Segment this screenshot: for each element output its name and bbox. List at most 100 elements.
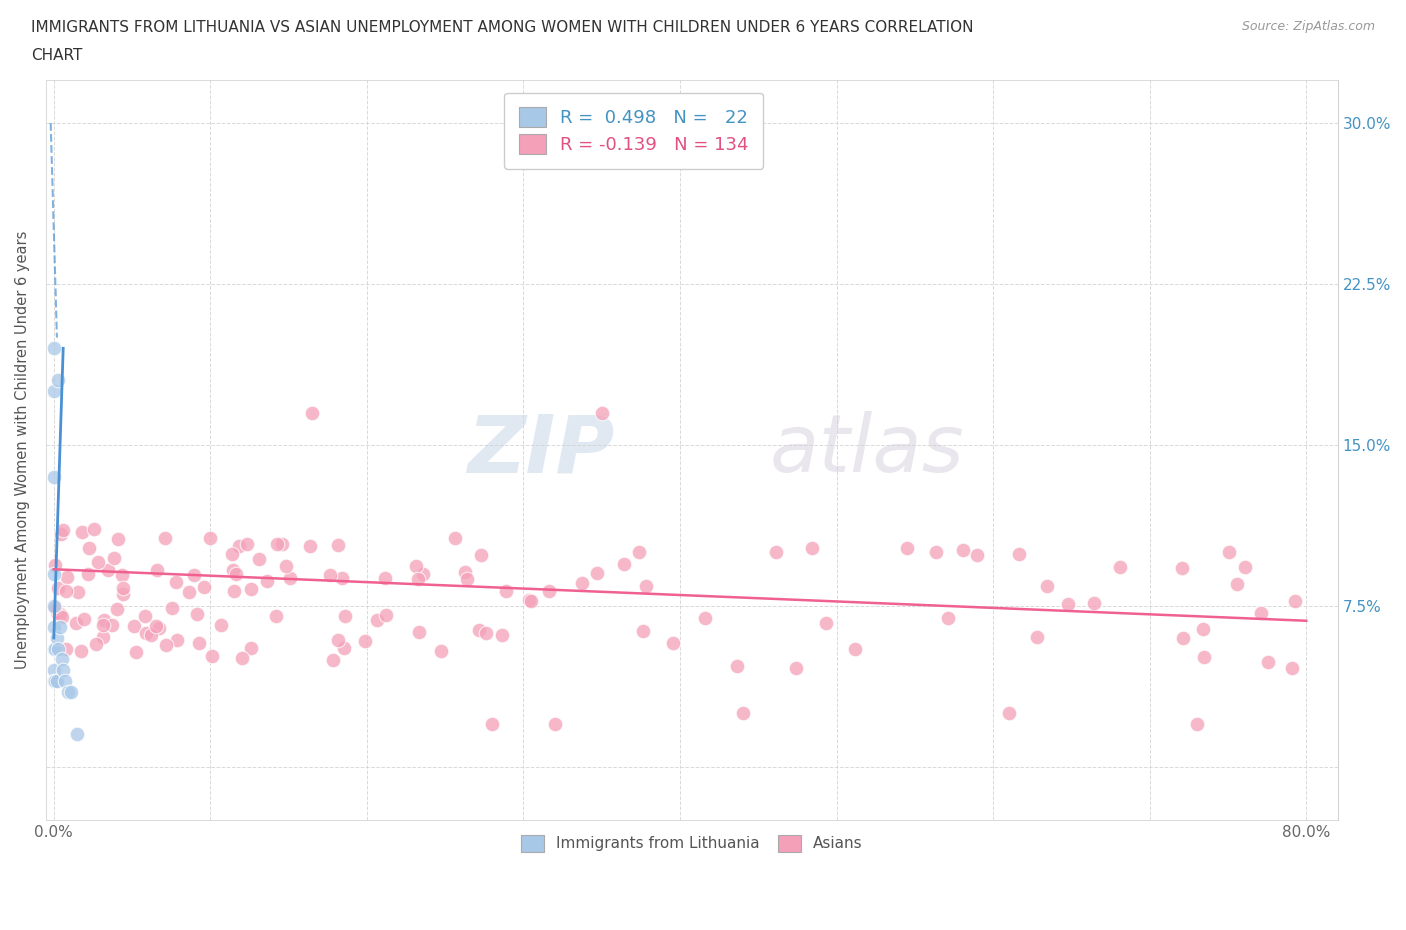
- Point: [1257, 655, 1279, 670]
- Point: [139, 627, 162, 642]
- Point: [48, 581, 70, 596]
- Point: [1191, 621, 1213, 636]
- Point: [239, 581, 262, 596]
- Point: [42, 341, 65, 356]
- Point: [70, 644, 93, 658]
- Point: [925, 545, 948, 560]
- Point: [537, 583, 560, 598]
- Point: [467, 622, 489, 637]
- Point: [65, 616, 87, 631]
- Point: [247, 551, 270, 566]
- Point: [256, 574, 278, 589]
- Point: [48, 373, 70, 388]
- Point: [66, 727, 89, 742]
- Point: [408, 625, 430, 640]
- Point: [160, 600, 183, 615]
- Point: [571, 576, 593, 591]
- Legend: Immigrants from Lithuania, Asians: Immigrants from Lithuania, Asians: [512, 826, 872, 861]
- Point: [475, 625, 498, 640]
- Point: [1234, 559, 1257, 574]
- Point: [354, 633, 377, 648]
- Point: [93, 630, 115, 644]
- Point: [201, 649, 224, 664]
- Text: ZIP: ZIP: [467, 411, 614, 489]
- Point: [93, 618, 115, 632]
- Point: [519, 592, 541, 607]
- Point: [1185, 716, 1208, 731]
- Point: [48, 641, 70, 656]
- Point: [52, 663, 75, 678]
- Point: [86, 555, 108, 570]
- Point: [55, 583, 77, 598]
- Point: [844, 642, 866, 657]
- Point: [56, 684, 79, 699]
- Point: [165, 574, 187, 589]
- Point: [322, 653, 344, 668]
- Point: [453, 565, 475, 579]
- Point: [153, 531, 176, 546]
- Point: [84, 637, 107, 652]
- Point: [765, 545, 787, 560]
- Text: IMMIGRANTS FROM LITHUANIA VS ASIAN UNEMPLOYMENT AMONG WOMEN WITH CHILDREN UNDER : IMMIGRANTS FROM LITHUANIA VS ASIAN UNEMP…: [31, 20, 973, 35]
- Point: [44, 641, 66, 656]
- Point: [42, 566, 65, 581]
- Point: [51, 652, 73, 667]
- Point: [42, 619, 65, 634]
- Point: [177, 585, 200, 600]
- Text: Source: ZipAtlas.com: Source: ZipAtlas.com: [1241, 20, 1375, 33]
- Point: [124, 618, 146, 633]
- Point: [155, 638, 177, 653]
- Point: [1083, 595, 1105, 610]
- Point: [586, 565, 609, 580]
- Point: [731, 706, 754, 721]
- Point: [693, 610, 716, 625]
- Point: [224, 583, 246, 598]
- Point: [55, 642, 77, 657]
- Point: [45, 604, 67, 619]
- Point: [51, 526, 73, 541]
- Point: [111, 567, 134, 582]
- Point: [725, 658, 748, 673]
- Point: [231, 650, 253, 665]
- Point: [228, 538, 250, 553]
- Point: [1008, 547, 1031, 562]
- Point: [1108, 560, 1130, 575]
- Point: [266, 537, 288, 551]
- Point: [49, 619, 72, 634]
- Point: [591, 405, 613, 420]
- Point: [405, 559, 427, 574]
- Point: [112, 580, 135, 595]
- Point: [83, 522, 105, 537]
- Point: [186, 606, 208, 621]
- Point: [77, 566, 100, 581]
- Point: [112, 586, 135, 601]
- Point: [42, 673, 65, 688]
- Point: [815, 616, 838, 631]
- Point: [53, 673, 76, 688]
- Point: [998, 706, 1021, 721]
- Point: [48, 606, 70, 621]
- Point: [221, 546, 243, 561]
- Point: [1218, 544, 1240, 559]
- Text: CHART: CHART: [31, 48, 83, 63]
- Point: [105, 602, 128, 617]
- Point: [1284, 594, 1306, 609]
- Point: [1026, 630, 1049, 644]
- Point: [42, 470, 65, 485]
- Point: [70, 525, 93, 539]
- Point: [406, 572, 429, 587]
- Point: [1035, 578, 1057, 593]
- Point: [264, 608, 287, 623]
- Point: [470, 547, 492, 562]
- Point: [148, 620, 170, 635]
- Point: [374, 607, 396, 622]
- Point: [198, 530, 221, 545]
- Point: [107, 532, 129, 547]
- Point: [631, 624, 654, 639]
- Point: [481, 716, 503, 731]
- Point: [60, 684, 83, 699]
- Point: [55, 569, 77, 584]
- Point: [495, 584, 517, 599]
- Point: [193, 579, 215, 594]
- Point: [301, 405, 323, 420]
